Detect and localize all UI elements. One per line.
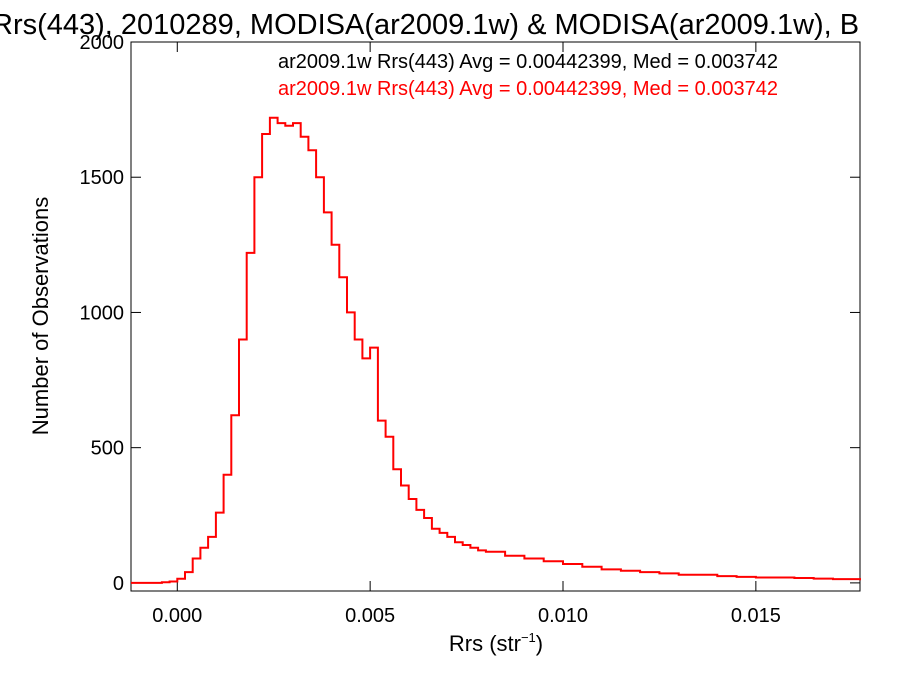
x-tick-label: 0.010 — [538, 605, 588, 627]
legend-annotation-black: ar2009.1w Rrs(443) Avg = 0.00442399, Med… — [278, 51, 778, 73]
x-tick-label: 0.005 — [345, 605, 395, 627]
y-axis-label: Number of Observations — [28, 197, 53, 435]
x-axis-label-main: Rrs (str — [449, 631, 521, 656]
y-tick-label: 1000 — [80, 302, 125, 324]
y-tick-label: 2000 — [80, 32, 125, 54]
x-axis-label: Rrs (str−1) — [449, 630, 543, 656]
y-tick-label: 0 — [113, 573, 124, 595]
y-axis-ticks: 0 500 1000 1500 2000 — [80, 32, 860, 595]
histogram-series-line — [131, 116, 861, 584]
y-tick-label: 1500 — [80, 167, 125, 189]
plot-frame — [130, 41, 861, 592]
legend-annotation-red: ar2009.1w Rrs(443) Avg = 0.00442399, Med… — [278, 78, 778, 100]
x-axis-ticks: 0.000 0.005 0.010 0.015 — [152, 42, 781, 627]
y-tick-label: 500 — [91, 438, 124, 460]
x-axis-label-suffix: ) — [536, 631, 543, 656]
x-axis-label-superscript: −1 — [521, 630, 536, 645]
x-tick-label: 0.000 — [152, 605, 202, 627]
x-tick-label: 0.015 — [731, 605, 781, 627]
chart-title: Rrs(443), 2010289, MODISA(ar2009.1w) & M… — [0, 9, 859, 41]
